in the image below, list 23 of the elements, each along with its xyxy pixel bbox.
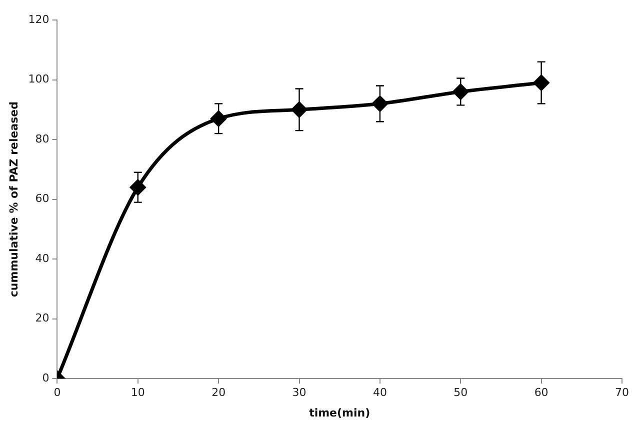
- x-tick-label: 40: [372, 386, 387, 400]
- x-tick-label: 20: [212, 386, 226, 400]
- point: [130, 180, 146, 196]
- point: [372, 96, 388, 112]
- x-tick-label: 50: [454, 386, 468, 400]
- y-tick-label: 0: [42, 371, 50, 384]
- y-axis-title: cummulative % of PAZ released: [7, 101, 20, 298]
- x-tick-label: 60: [534, 386, 548, 400]
- point: [534, 75, 550, 91]
- point: [292, 102, 308, 118]
- y-tick-label: 120: [28, 12, 50, 26]
- x-tick-label: 10: [130, 386, 145, 400]
- point: [452, 84, 468, 100]
- y-tick-label: 60: [35, 192, 50, 206]
- y-tick-label: 20: [35, 312, 50, 325]
- y-tick-label: 80: [35, 132, 50, 146]
- x-tick-label: 0: [54, 386, 61, 400]
- x-tick-label: 30: [292, 386, 306, 400]
- x-axis-title: time(min): [309, 406, 370, 420]
- x-tick-label: 70: [615, 386, 629, 400]
- y-tick-label: 40: [35, 252, 50, 265]
- y-tick-label: 100: [28, 72, 50, 86]
- point: [210, 110, 226, 126]
